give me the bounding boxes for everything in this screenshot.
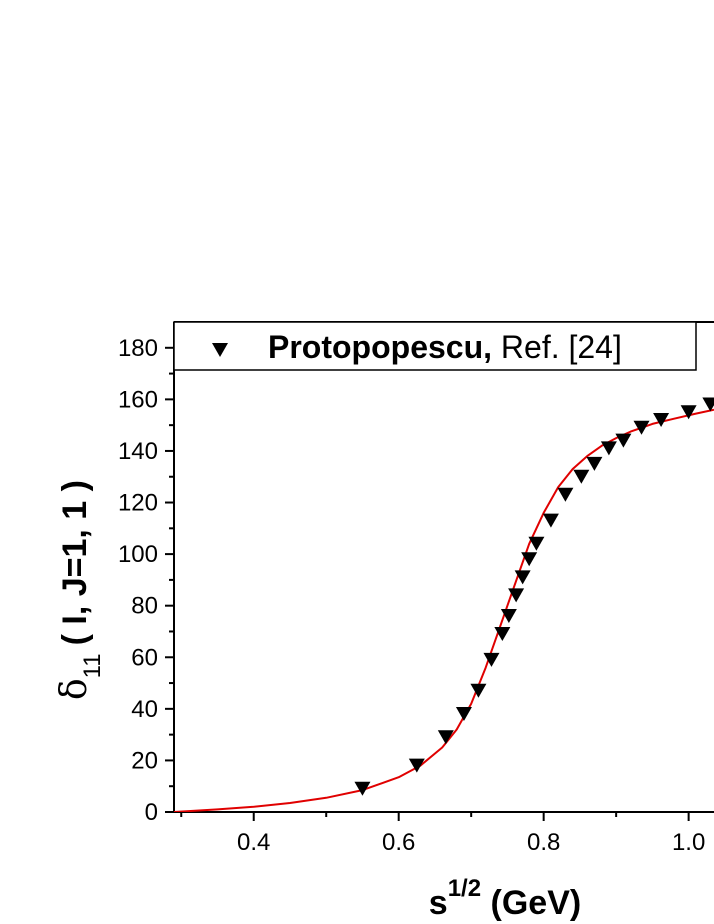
x-tick-label: 0.6 — [382, 829, 415, 856]
legend-marker-icon — [212, 343, 228, 357]
data-point — [514, 570, 531, 585]
data-point — [702, 397, 714, 412]
fit-curve — [174, 408, 714, 812]
data-point — [521, 552, 538, 567]
data-point — [408, 758, 425, 773]
y-tick-label: 180 — [118, 335, 158, 362]
data-points-layer — [354, 397, 714, 796]
x-axis-title: s1/2 (GeV) — [429, 875, 581, 922]
y-tick-label: 0 — [145, 799, 158, 826]
y-tick-label: 60 — [131, 644, 158, 671]
y-tick-label: 100 — [118, 541, 158, 568]
data-point — [615, 433, 632, 448]
data-point — [573, 469, 590, 484]
data-point — [528, 536, 545, 551]
y-tick-label: 120 — [118, 490, 158, 517]
data-point — [586, 456, 603, 471]
data-point — [354, 781, 371, 796]
data-point — [557, 487, 574, 502]
data-point — [600, 441, 617, 456]
y-tick-label: 160 — [118, 386, 158, 413]
y-tick-label: 20 — [131, 747, 158, 774]
data-point — [455, 707, 472, 721]
data-point — [542, 513, 559, 528]
data-point — [633, 420, 650, 435]
data-point — [508, 588, 525, 603]
y-tick-label: 140 — [118, 438, 158, 465]
data-point — [494, 627, 511, 642]
x-tick-label: 0.4 — [237, 829, 270, 856]
legend-label: Protopopescu, Ref. [24] — [268, 329, 622, 365]
legend-box — [173, 321, 697, 371]
y-tick-label: 40 — [131, 696, 158, 723]
data-point — [680, 405, 697, 420]
fit-curve-layer — [174, 408, 714, 812]
x-tick-label: 1.0 — [672, 829, 705, 856]
y-tick-label: 80 — [131, 593, 158, 620]
axes: 0 20 40 60 80 100 120 140 160 180 0.4 0.6 0.8 1.0 — [118, 321, 714, 856]
data-point — [470, 683, 487, 698]
y-axis-title: δ11( I, J=1, 1 ) — [54, 480, 106, 700]
data-point — [437, 730, 454, 745]
x-tick-label: 0.8 — [527, 829, 560, 856]
legend: Protopopescu, Ref. [24] — [173, 321, 697, 371]
axis-titles: s1/2 (GeV) δ11( I, J=1, 1 ) — [54, 480, 581, 922]
data-point — [653, 413, 670, 427]
data-point — [483, 652, 500, 667]
data-point — [500, 609, 517, 623]
